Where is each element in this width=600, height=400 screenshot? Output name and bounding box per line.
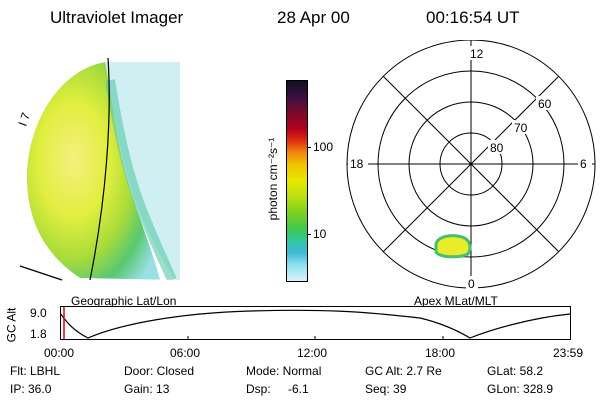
uv-image-panel: I 7 bbox=[15, 57, 180, 281]
image-panel-caption: Geographic Lat/Lon bbox=[71, 294, 177, 308]
mlt-label-12: 12 bbox=[470, 47, 484, 61]
glat-field: GLat: 58.2 bbox=[487, 364, 544, 378]
colorbar-tick-10: 10 bbox=[313, 227, 327, 241]
colorbar bbox=[286, 80, 308, 282]
mlat-label-60: 60 bbox=[538, 97, 552, 111]
altitude-tick-top: 9.0 bbox=[30, 306, 47, 320]
mlt-label-0: 0 bbox=[468, 277, 475, 291]
auroral-oval-blob bbox=[434, 234, 472, 259]
colorbar-tick-100: 100 bbox=[313, 140, 334, 154]
header-date: 28 Apr 00 bbox=[277, 8, 350, 27]
polar-plot: 12 18 6 0 60 70 80 bbox=[346, 40, 596, 291]
altitude-strip bbox=[60, 306, 571, 340]
app-title: Ultraviolet Imager bbox=[50, 8, 184, 27]
mlt-label-6: 6 bbox=[580, 157, 587, 171]
filter-field: Flt: LBHL bbox=[10, 364, 61, 378]
mlt-label-18: 18 bbox=[350, 157, 364, 171]
mlat-label-70: 70 bbox=[514, 121, 528, 135]
mode-field: Mode: Normal bbox=[246, 364, 322, 378]
colorbar-tick-mark bbox=[307, 234, 311, 235]
dsp-label: Dsp: bbox=[246, 382, 271, 396]
time-tick-0000: 00:00 bbox=[44, 346, 75, 360]
altitude-axis-label: GC Alt bbox=[4, 307, 19, 343]
time-tick-0600: 06:00 bbox=[170, 346, 201, 360]
altitude-tick-bottom: 1.8 bbox=[30, 327, 47, 341]
polar-plot-caption: Apex MLat/MLT bbox=[414, 294, 498, 308]
coastline-segment bbox=[19, 265, 63, 281]
colorbar-unit-label: photon cm⁻²s⁻¹ bbox=[266, 137, 280, 221]
polar-axis-diagonal bbox=[382, 75, 560, 253]
seq-field: Seq: 39 bbox=[365, 382, 407, 396]
dsp-value: -6.1 bbox=[288, 382, 309, 396]
gc-alt-field: GC Alt: 2.7 Re bbox=[365, 364, 442, 378]
glon-field: GLon: 328.9 bbox=[487, 382, 554, 396]
gain-field: Gain: 13 bbox=[124, 382, 170, 396]
colorbar-tick-mark bbox=[307, 147, 311, 148]
altitude-curve bbox=[60, 309, 571, 339]
geographic-meridian-line bbox=[89, 57, 110, 281]
coast-label: I 7 bbox=[15, 110, 33, 128]
altitude-strip-frame bbox=[60, 306, 571, 340]
earth-disk-image bbox=[26, 62, 180, 280]
header-time: 00:16:54 UT bbox=[426, 8, 520, 27]
door-field: Door: Closed bbox=[124, 364, 195, 378]
time-tick-1800: 18:00 bbox=[425, 346, 456, 360]
time-tick-2359: 23:59 bbox=[553, 346, 584, 360]
ip-field: IP: 36.0 bbox=[10, 382, 52, 396]
time-tick-1200: 12:00 bbox=[297, 346, 328, 360]
mlat-label-80: 80 bbox=[490, 141, 504, 155]
